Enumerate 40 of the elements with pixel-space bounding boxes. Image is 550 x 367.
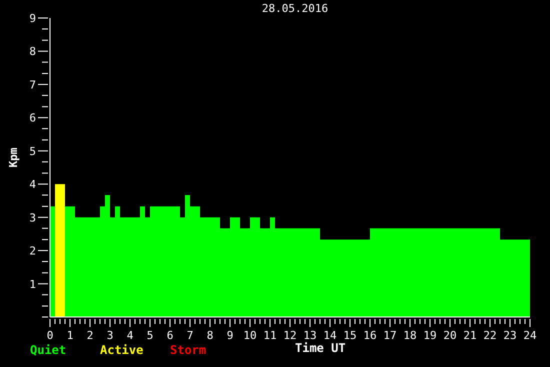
x-tick-label: 23 (503, 329, 517, 342)
text: Quiet (30, 343, 66, 357)
x-tick-label: 16 (363, 329, 377, 342)
y-tick-label: 3 (29, 211, 36, 224)
x-tick-label: 11 (263, 329, 277, 342)
x-tick-label: 9 (226, 329, 234, 342)
x-tick-label: 3 (106, 329, 114, 342)
x-tick-label: 10 (243, 329, 257, 342)
y-tick-label: 2 (29, 244, 36, 258)
y-tick-label: 6 (29, 112, 36, 125)
x-tick-label: 17 (383, 329, 397, 342)
x-tick-label: 19 (423, 329, 437, 342)
x-tick-label: 20 (443, 329, 457, 342)
x-tick-label: 8 (206, 329, 214, 342)
x-tick-label: 14 (323, 329, 337, 342)
y-tick-label: 7 (29, 78, 36, 92)
x-tick-label: 1 (66, 329, 74, 342)
text: Active (100, 343, 144, 357)
y-axis-title: Kpm (6, 147, 20, 168)
x-tick-label: 12 (283, 329, 297, 342)
x-tick-label: 4 (126, 329, 134, 342)
y-tick-label: 5 (29, 144, 36, 158)
x-tick-label: 6 (166, 329, 174, 342)
y-tick-label: 8 (29, 45, 36, 58)
y-tick-label: 1 (29, 278, 36, 291)
y-tick-label: 9 (29, 12, 36, 25)
x-tick-label: 24 (523, 329, 537, 342)
x-axis-title: Time UT (295, 341, 346, 355)
chart-title: 28.05.2016 (262, 2, 328, 15)
x-tick-label: 22 (483, 329, 497, 342)
text: Storm (170, 343, 206, 357)
x-tick-label: 7 (186, 329, 194, 342)
x-tick-label: 18 (403, 329, 417, 342)
x-tick-label: 2 (86, 329, 94, 342)
x-tick-label: 21 (463, 329, 477, 342)
y-tick-label: 4 (29, 178, 36, 192)
x-tick-label: 13 (303, 329, 317, 342)
x-tick-label: 5 (146, 329, 154, 342)
x-tick-label: 0 (46, 329, 54, 342)
x-tick-label: 15 (343, 329, 357, 342)
